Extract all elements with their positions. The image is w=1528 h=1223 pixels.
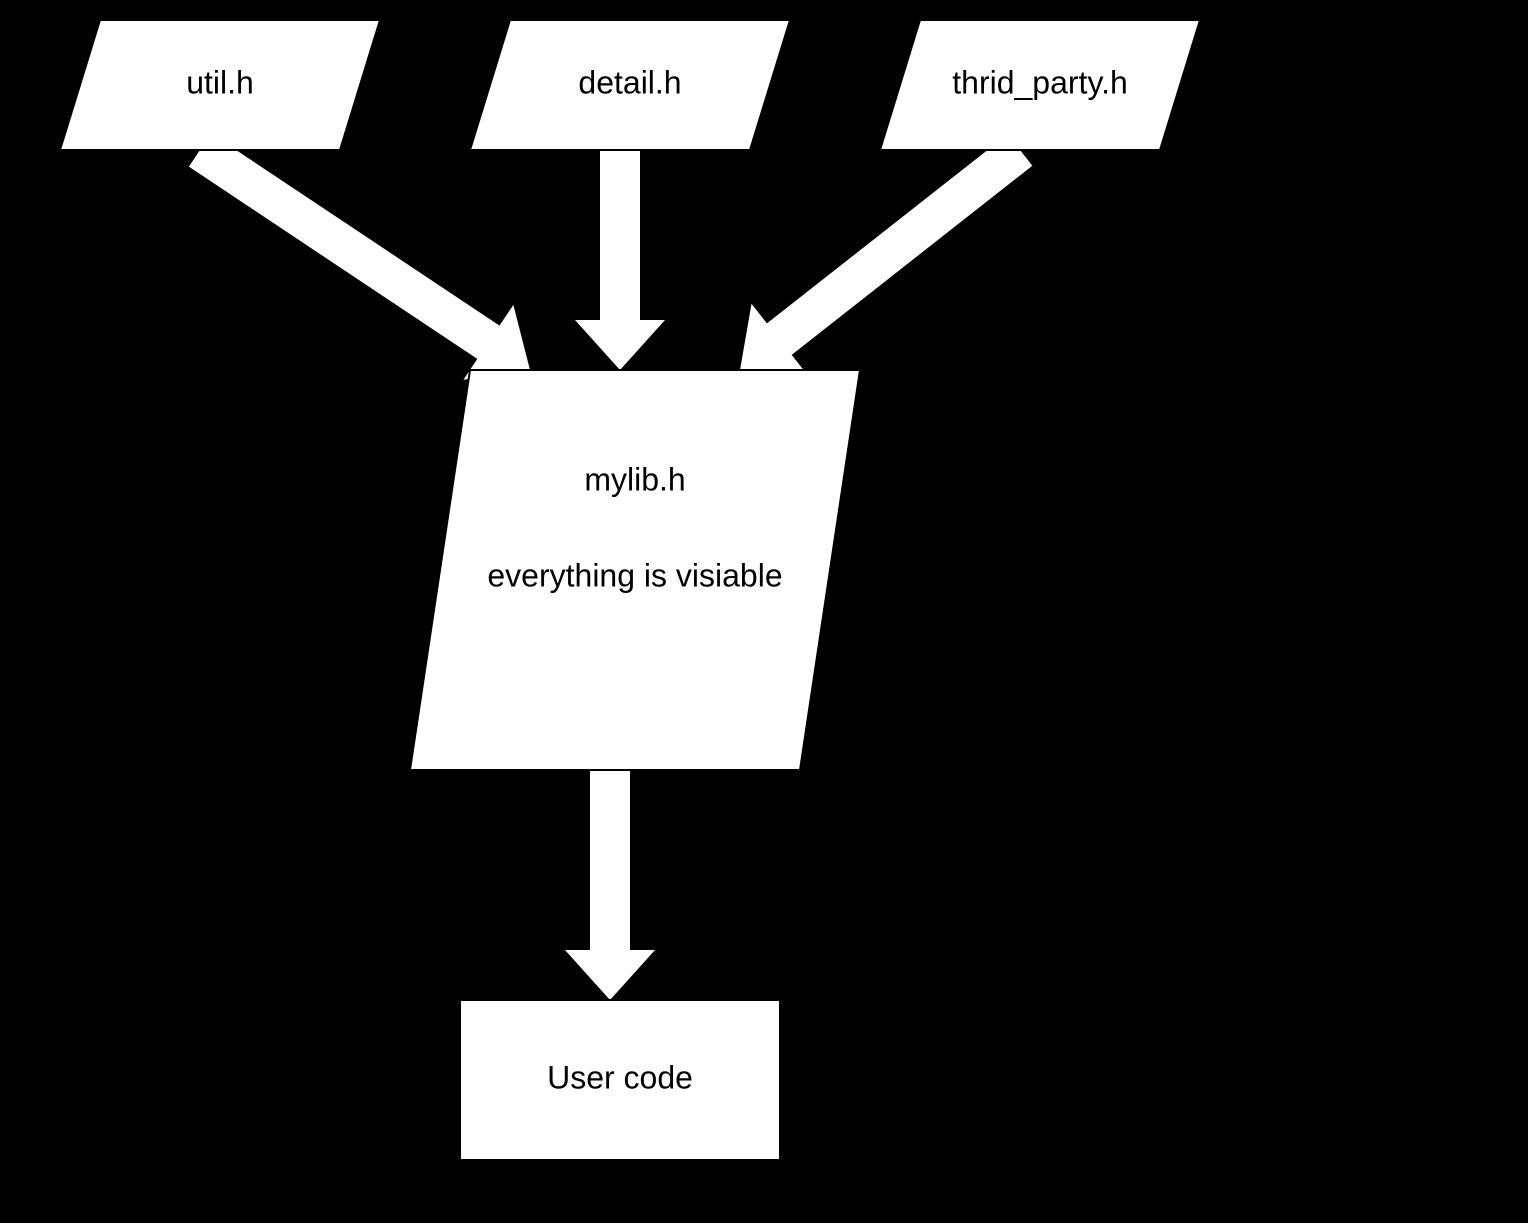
node-third_party: thrid_party.h bbox=[880, 20, 1200, 150]
diagram-canvas: util.h detail.h thrid_party.h mylib.h everyt… bbox=[0, 0, 1528, 1223]
node-label-detail: detail.h bbox=[578, 64, 681, 100]
arrow bbox=[189, 133, 530, 379]
node-label-mylib: mylib.h bbox=[584, 461, 685, 497]
node-util: util.h bbox=[60, 20, 380, 150]
node-label-usercode: User code bbox=[547, 1059, 693, 1095]
node-mylib: mylib.h everything is visiable bbox=[410, 370, 860, 770]
node-label-util: util.h bbox=[186, 64, 254, 100]
node-detail: detail.h bbox=[470, 20, 790, 150]
node-label-third_party: thrid_party.h bbox=[952, 64, 1128, 100]
node-usercode: User code bbox=[460, 1000, 780, 1160]
arrow bbox=[565, 770, 655, 1000]
arrow bbox=[575, 150, 665, 370]
arrow bbox=[740, 134, 1032, 374]
node-sublabel-mylib: everything is visiable bbox=[487, 557, 782, 593]
